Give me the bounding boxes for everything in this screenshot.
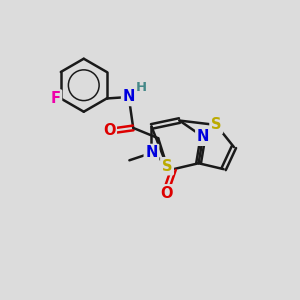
Text: O: O <box>160 186 172 201</box>
Text: N: N <box>145 146 158 160</box>
Text: S: S <box>211 118 221 133</box>
Text: N: N <box>123 89 135 104</box>
Text: O: O <box>103 123 115 138</box>
Text: S: S <box>162 159 172 174</box>
Text: H: H <box>136 81 147 94</box>
Text: F: F <box>50 91 61 106</box>
Text: N: N <box>197 129 209 144</box>
